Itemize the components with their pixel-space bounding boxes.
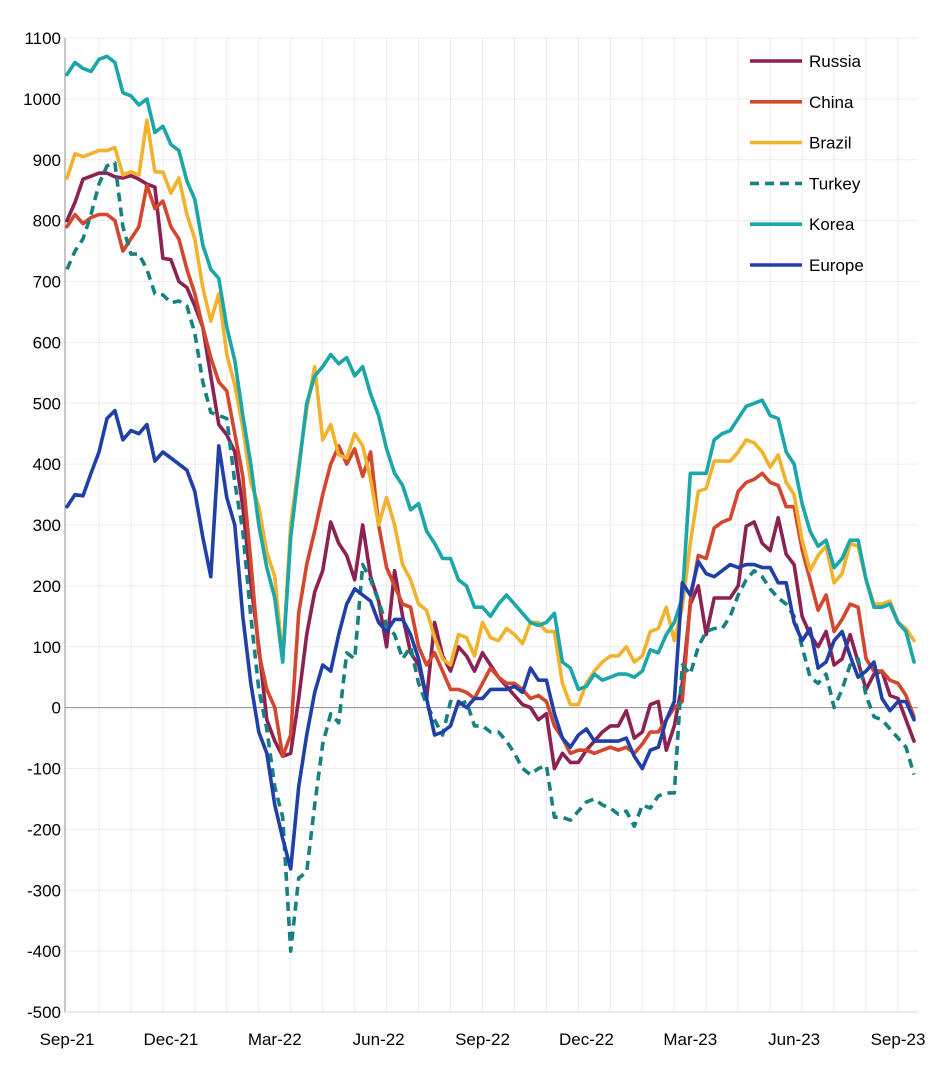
- x-tick-label: Mar-23: [663, 1030, 717, 1049]
- y-tick-label: 500: [33, 394, 61, 413]
- y-tick-label: 1000: [23, 90, 61, 109]
- series-line-brazil: [65, 118, 916, 707]
- legend-label-korea: Korea: [809, 215, 855, 234]
- y-tick-label: 800: [33, 212, 61, 231]
- x-tick-label: Sep-21: [40, 1030, 95, 1049]
- legend-label-europe: Europe: [809, 256, 864, 275]
- legend-label-turkey: Turkey: [809, 174, 861, 193]
- y-tick-label: 900: [33, 151, 61, 170]
- legend-label-china: China: [809, 93, 854, 112]
- legend-label-russia: Russia: [809, 52, 862, 71]
- series-line-china: [65, 183, 916, 759]
- y-tick-label: 300: [33, 516, 61, 535]
- x-tick-label: Mar-22: [248, 1030, 302, 1049]
- y-tick-label: 100: [33, 638, 61, 657]
- legend: Russia China Brazil Turkey Korea Europe: [750, 52, 864, 275]
- x-tick-label: Sep-23: [871, 1030, 926, 1049]
- y-tick-label: -400: [27, 942, 61, 961]
- y-tick-label: -200: [27, 820, 61, 839]
- y-tick-label: 0: [52, 699, 61, 718]
- y-tick-label: -300: [27, 881, 61, 900]
- y-tick-label: 200: [33, 577, 61, 596]
- x-tick-label: Dec-22: [559, 1030, 614, 1049]
- x-tick-label: Jun-23: [768, 1030, 820, 1049]
- gridlines: [65, 37, 918, 1013]
- series-line-europe: [65, 408, 916, 871]
- legend-label-brazil: Brazil: [809, 134, 852, 153]
- series-line-korea: [65, 54, 916, 692]
- series-line-russia: [65, 171, 916, 771]
- y-tick-label: -100: [27, 760, 61, 779]
- y-tick-label: 400: [33, 455, 61, 474]
- y-tick-label: 1100: [24, 29, 61, 48]
- y-tick-label: -500: [27, 1003, 61, 1022]
- series-lines: [65, 54, 916, 953]
- y-tick-label: 600: [33, 333, 61, 352]
- y-tick-label: 700: [33, 273, 61, 292]
- axes: [64, 38, 918, 1013]
- tick-labels: -500 -400 -300 -200 -100 0 100 200 300 400 500 600 7…: [23, 29, 925, 1049]
- x-tick-label: Sep-22: [455, 1030, 510, 1049]
- x-tick-label: Dec-21: [143, 1030, 198, 1049]
- x-tick-label: Jun-22: [353, 1030, 405, 1049]
- series-line-turkey: [65, 161, 916, 953]
